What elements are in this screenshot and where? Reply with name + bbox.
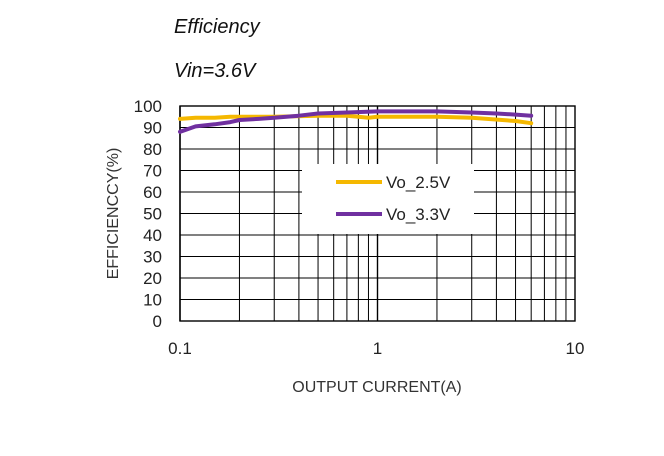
y-tick-label: 30 bbox=[143, 248, 162, 267]
tick-labels: 0 10 20 30 40 50 60 70 80 90 100 0.1 1 10 bbox=[134, 97, 585, 358]
y-tick-label: 100 bbox=[134, 97, 162, 116]
y-tick-label: 20 bbox=[143, 269, 162, 288]
series-line-vo-2-5v bbox=[178, 113, 534, 126]
y-tick-label: 60 bbox=[143, 183, 162, 202]
chart-title: Efficiency bbox=[174, 16, 260, 38]
series-line-vo-3-3v bbox=[178, 109, 534, 134]
x-tick-label: 1 bbox=[373, 339, 382, 358]
legend-label: Vo_3.3V bbox=[386, 205, 451, 224]
series-layer bbox=[178, 109, 534, 134]
y-axis-label: EFFICIENCCY(%) bbox=[105, 148, 122, 280]
legend: Vo_2.5V Vo_3.3V bbox=[302, 164, 474, 234]
chart-subtitle: Vin=3.6V bbox=[174, 60, 256, 82]
x-tick-label: 10 bbox=[566, 339, 585, 358]
x-tick-label: 0.1 bbox=[168, 339, 192, 358]
y-tick-label: 90 bbox=[143, 119, 162, 138]
plot-frame bbox=[179, 105, 576, 322]
y-tick-label: 50 bbox=[143, 205, 162, 224]
y-tick-label: 80 bbox=[143, 140, 162, 159]
y-tick-label: 0 bbox=[153, 312, 162, 331]
x-axis-label: OUTPUT CURRENT(A) bbox=[292, 379, 461, 396]
legend-box bbox=[302, 164, 474, 234]
y-tick-label: 70 bbox=[143, 162, 162, 181]
y-tick-label: 10 bbox=[143, 291, 162, 310]
legend-label: Vo_2.5V bbox=[386, 173, 451, 192]
y-tick-label: 40 bbox=[143, 226, 162, 245]
